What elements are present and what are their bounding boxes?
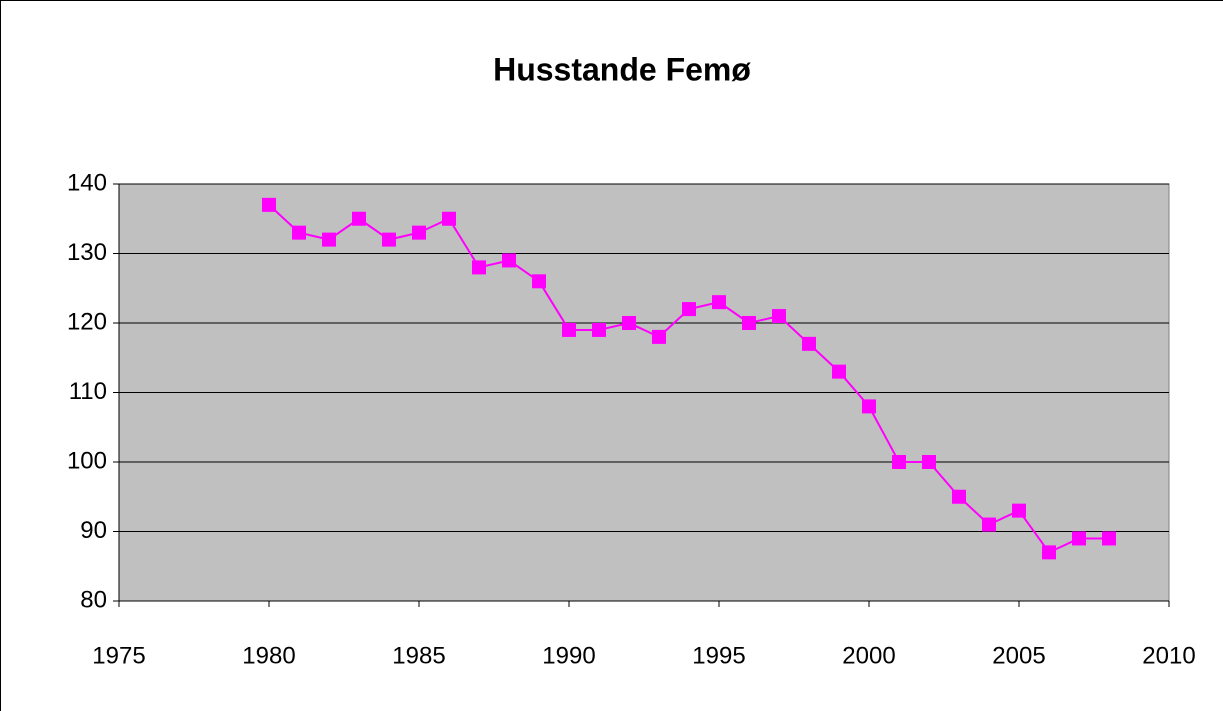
marker [1102, 531, 1116, 546]
marker [682, 302, 696, 317]
x-tick-label: 2000 [842, 642, 895, 669]
x-tick-label: 1995 [692, 642, 745, 669]
y-tick-label: 100 [67, 447, 107, 474]
marker [742, 316, 756, 330]
y-tick-label: 80 [80, 586, 107, 613]
marker [922, 455, 936, 469]
marker [412, 225, 426, 240]
marker [892, 455, 906, 469]
marker [832, 364, 846, 379]
marker [1012, 503, 1026, 518]
marker [802, 336, 816, 351]
marker [442, 211, 456, 226]
marker [532, 274, 546, 289]
marker [382, 232, 396, 247]
marker [322, 232, 336, 247]
x-tick-label: 1990 [542, 642, 595, 669]
x-tick-label: 1985 [392, 642, 445, 669]
y-tick-label: 90 [80, 517, 107, 544]
marker [982, 517, 996, 532]
x-tick-label: 2005 [992, 642, 1045, 669]
marker [352, 211, 366, 226]
marker [862, 399, 876, 414]
marker [772, 309, 786, 324]
marker [622, 316, 636, 330]
marker [562, 322, 576, 337]
marker [712, 295, 726, 310]
marker [262, 197, 276, 212]
marker [1072, 531, 1086, 546]
y-tick-label: 130 [67, 239, 107, 266]
marker [592, 322, 606, 337]
y-tick-label: 140 [67, 169, 107, 196]
marker [1042, 545, 1056, 560]
y-tick-label: 110 [69, 378, 107, 405]
marker [502, 253, 516, 268]
marker [472, 260, 486, 275]
marker [952, 489, 966, 504]
x-tick-label: 2010 [1142, 642, 1195, 669]
x-tick-label: 1980 [242, 642, 295, 669]
marker [652, 329, 666, 344]
y-tick-label: 120 [67, 308, 107, 335]
chart-title: Husstande Femø [493, 51, 751, 87]
x-tick-label: 1975 [92, 642, 145, 669]
marker [292, 225, 306, 240]
